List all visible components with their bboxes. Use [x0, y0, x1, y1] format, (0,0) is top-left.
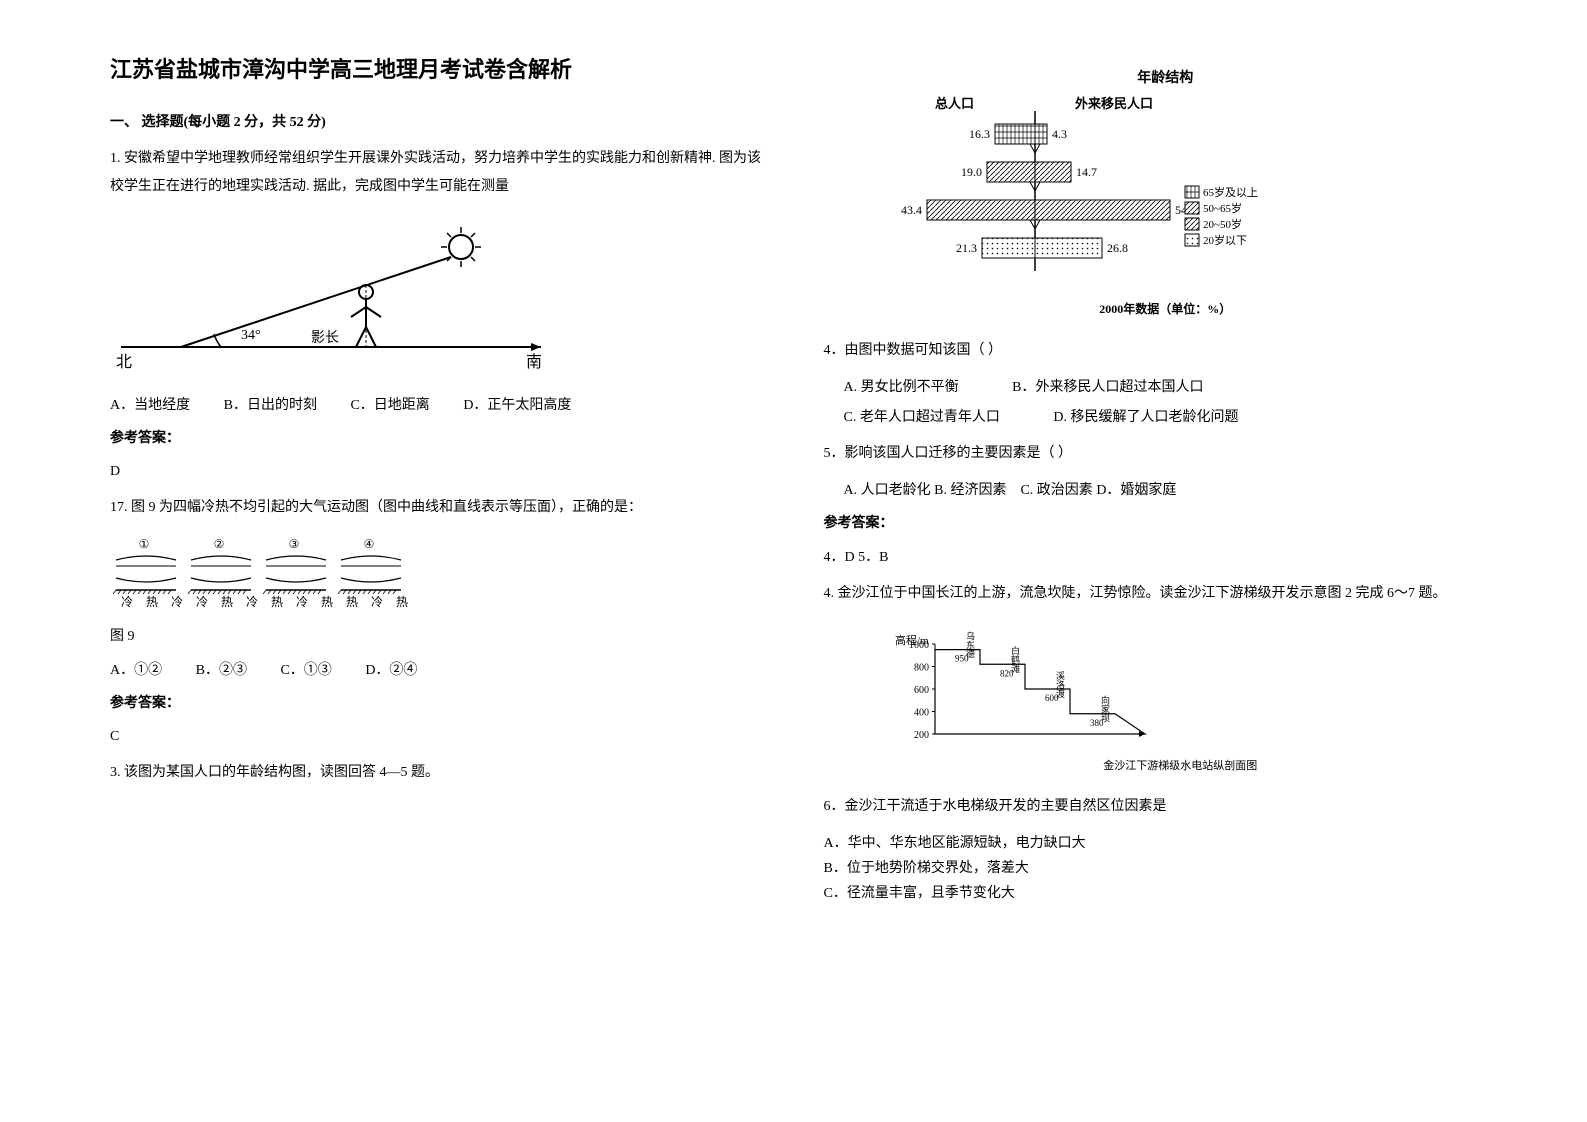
question-1: 1. 安徽希望中学地理教师经常组织学生开展课外实践活动，努力培养中学生的实践能力…	[110, 145, 764, 201]
question-4: 4．由图中数据可知该国（ ）	[824, 337, 1478, 365]
svg-text:热: 热	[346, 595, 358, 608]
svg-text:600: 600	[1045, 693, 1059, 703]
svg-text:1000: 1000	[909, 640, 929, 651]
svg-text:④: ④	[364, 538, 375, 551]
q6-opt-a: A．华中、华东地区能源短缺，电力缺口大	[824, 831, 1478, 856]
svg-text:冷: 冷	[196, 595, 208, 608]
chart-title: 年龄结构	[855, 66, 1477, 91]
svg-text:820: 820	[1000, 668, 1014, 678]
svg-text:20岁以下: 20岁以下	[1203, 233, 1247, 247]
age-structure-chart: 年龄结构 总人口外来移民人口16.34.319.014.743.454.221.…	[854, 65, 1478, 322]
angle-label: 34°	[241, 328, 261, 343]
svg-text:外来移民人口: 外来移民人口	[1074, 96, 1153, 111]
q17-opt-a: A．①②	[110, 663, 162, 678]
svg-text:热: 热	[321, 595, 333, 608]
svg-text:热: 热	[396, 595, 408, 608]
question-3: 3. 该图为某国人口的年龄结构图，读图回答 4—5 题。	[110, 759, 764, 787]
svg-text:冷: 冷	[121, 595, 133, 608]
q45-answer: 4．D 5．B	[824, 545, 1478, 570]
svg-text:热: 热	[146, 595, 158, 608]
q1-stem: 1. 安徽希望中学地理教师经常组织学生开展课外实践活动，努力培养中学生的实践能力…	[110, 151, 761, 194]
svg-text:②: ②	[214, 538, 225, 551]
q3-stem: 3. 该图为某国人口的年龄结构图，读图回答 4—5 题。	[110, 765, 439, 780]
answer-label-1: 参考答案：	[110, 426, 764, 451]
q5-opt-c: C. 政治因素	[1020, 483, 1092, 498]
svg-text:热: 热	[221, 595, 233, 608]
question-17: 17. 图 9 为四幅冷热不均引起的大气运动图（图中曲线和直线表示等压面），正确…	[110, 494, 764, 522]
svg-text:20~50岁: 20~50岁	[1203, 217, 1242, 231]
q4-opt-c: C. 老年人口超过青年人口	[844, 405, 1000, 430]
svg-text:冷: 冷	[296, 595, 308, 608]
jinsha-diagram: 高程/m1000800600400200乌东德950白鹤滩820溪洛渡600向家…	[884, 623, 1478, 778]
q4-opt-a: A. 男女比例不平衡	[844, 375, 959, 400]
svg-text:600: 600	[914, 685, 929, 696]
svg-text:50~65岁: 50~65岁	[1203, 201, 1242, 215]
q5-opt-a: A. 人口老龄化	[844, 483, 931, 498]
q4-opt-d: D. 移民缓解了人口老龄化问题	[1053, 405, 1238, 430]
svg-text:16.3: 16.3	[969, 127, 990, 141]
q6-opt-c: C．径流量丰富，且季节变化大	[824, 881, 1478, 906]
q17-opt-d: D．②④	[365, 663, 417, 678]
q1-options: A．当地经度 B．日出的时刻 C．日地距离 D．正午太阳高度	[110, 393, 764, 418]
south-label: 南	[526, 353, 542, 371]
q17-opt-b: B．②③	[196, 663, 247, 678]
question-6: 6．金沙江干流适于水电梯级开发的主要自然区位因素是	[824, 793, 1478, 821]
svg-text:200: 200	[914, 730, 929, 741]
q1-answer: D	[110, 459, 764, 484]
svg-text:冷: 冷	[171, 595, 183, 608]
svg-text:14.7: 14.7	[1076, 165, 1097, 179]
svg-text:①: ①	[139, 538, 150, 551]
svg-text:400: 400	[914, 707, 929, 718]
answer-label-45: 参考答案：	[824, 511, 1478, 536]
q1-opt-a: A．当地经度	[110, 398, 190, 413]
svg-text:21.3: 21.3	[956, 241, 977, 255]
q17-opt-c: C．①③	[280, 663, 331, 678]
svg-text:380: 380	[1090, 717, 1104, 727]
answer-label-17: 参考答案：	[110, 691, 764, 716]
svg-text:19.0: 19.0	[961, 165, 982, 179]
section-header: 一、 选择题(每小题 2 分，共 52 分)	[110, 110, 764, 135]
north-label: 北	[116, 353, 132, 371]
svg-text:65岁及以上: 65岁及以上	[1203, 185, 1258, 199]
shadow-label: 影长	[311, 330, 339, 346]
q1-opt-d: D．正午太阳高度	[463, 398, 571, 413]
q5-opt-b: B. 经济因素	[934, 483, 1006, 498]
q5-opt-d: D．婚姻家庭	[1096, 483, 1176, 498]
q17-diagram: ①冷热冷②冷热冷③热冷热④热冷热	[110, 537, 764, 609]
svg-text:950: 950	[955, 653, 969, 663]
svg-text:4.3: 4.3	[1052, 127, 1067, 141]
svg-text:26.8: 26.8	[1107, 241, 1128, 255]
q17-caption: 图 9	[110, 624, 764, 649]
q1-diagram: 34° 影长 北 南	[110, 216, 764, 378]
q1-opt-b: B．日出的时刻	[224, 398, 317, 413]
left-column: 江苏省盐城市漳沟中学高三地理月考试卷含解析 一、 选择题(每小题 2 分，共 5…	[80, 50, 794, 1072]
q4-opt-b: B．外来移民人口超过本国人口	[1012, 375, 1203, 400]
svg-text:冷: 冷	[246, 595, 258, 608]
svg-text:热: 热	[271, 595, 283, 608]
svg-text:总人口: 总人口	[935, 96, 974, 111]
svg-text:43.4: 43.4	[901, 203, 922, 217]
question-5: 5．影响该国人口迁移的主要因素是（ ）	[824, 440, 1478, 468]
q17-options: A．①② B．②③ C．①③ D．②④	[110, 658, 764, 683]
q1-opt-c: C．日地距离	[350, 398, 429, 413]
jinsha-caption: 金沙江下游梯级水电站纵剖面图	[885, 757, 1477, 777]
svg-text:③: ③	[289, 538, 300, 551]
svg-text:800: 800	[914, 662, 929, 673]
svg-text:冷: 冷	[371, 595, 383, 608]
question-4b: 4. 金沙江位于中国长江的上游，流急坎陡，江势惊险。读金沙江下游梯级开发示意图 …	[824, 580, 1478, 608]
q17-answer: C	[110, 724, 764, 749]
q17-stem: 17. 图 9 为四幅冷热不均引起的大气运动图（图中曲线和直线表示等压面），正确…	[110, 500, 642, 515]
chart-caption: 2000年数据（单位：%）	[855, 299, 1477, 321]
q6-opt-b: B．位于地势阶梯交界处，落差大	[824, 856, 1478, 881]
right-column: 年龄结构 总人口外来移民人口16.34.319.014.743.454.221.…	[794, 50, 1508, 1072]
page-title: 江苏省盐城市漳沟中学高三地理月考试卷含解析	[110, 50, 764, 90]
